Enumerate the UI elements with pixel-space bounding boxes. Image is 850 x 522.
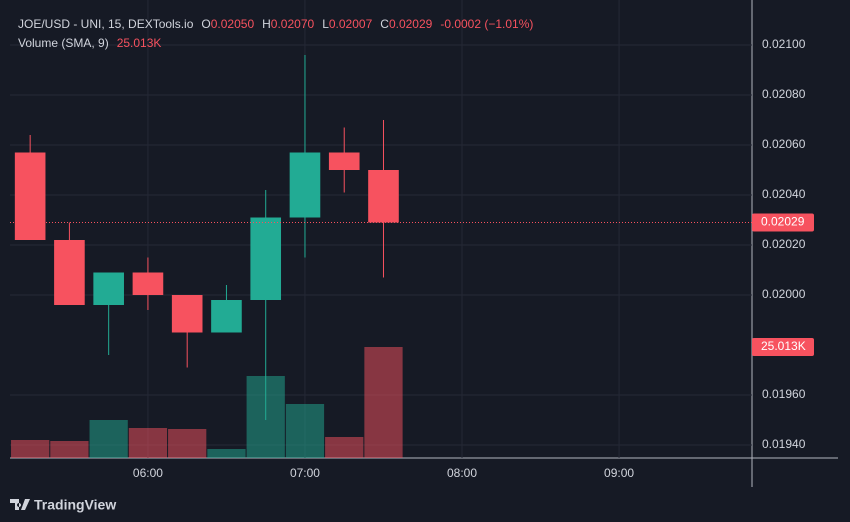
ohlc-key: C xyxy=(380,17,389,31)
candle-body xyxy=(93,272,124,305)
volume-bar xyxy=(50,441,89,458)
volume-bar xyxy=(168,429,207,458)
y-tick-label: 0.02080 xyxy=(762,87,806,101)
volume-bar xyxy=(128,428,168,458)
change: -0.0002 (−1.01%) xyxy=(440,17,533,31)
x-tick-label: 07:00 xyxy=(290,466,320,480)
brand-logo xyxy=(10,499,30,510)
candle-body xyxy=(250,217,282,300)
volume-bar xyxy=(89,420,128,458)
candle-body xyxy=(211,300,242,333)
ohlc-value: 0.02007 xyxy=(329,17,373,31)
ohlc-value: 0.02050 xyxy=(211,17,255,31)
brand-text: TradingView xyxy=(34,497,116,513)
y-tick-label: 0.01960 xyxy=(762,387,806,401)
last-price-label: 0.02029 xyxy=(761,215,805,229)
candle-body xyxy=(54,240,85,305)
candle-body xyxy=(14,152,46,240)
last-price-box xyxy=(752,213,814,232)
ohlc-key: H xyxy=(262,17,271,31)
volume-title: Volume (SMA, 9) xyxy=(18,36,109,50)
volume-sma-box xyxy=(752,338,814,356)
volume-sma: 25.013K xyxy=(117,36,162,50)
ohlc-value: 0.02070 xyxy=(271,17,315,31)
y-tick-label: 0.02020 xyxy=(762,237,806,251)
symbol: JOE/USD - UNI, 15, DEXTools.io xyxy=(18,17,194,31)
volume-sma-axis-label: 25.013K xyxy=(761,339,806,353)
candle-body xyxy=(132,272,164,295)
candle-body xyxy=(328,152,360,170)
x-tick-label: 08:00 xyxy=(447,466,477,480)
y-tick-label: 0.02100 xyxy=(762,37,806,51)
volume-bar xyxy=(11,440,50,458)
candle-body xyxy=(368,170,399,223)
x-tick-label: 09:00 xyxy=(604,466,634,480)
volume-bar xyxy=(364,347,403,458)
x-tick-label: 06:00 xyxy=(133,466,163,480)
volume-bar xyxy=(325,437,364,458)
volume-bar xyxy=(207,449,246,458)
y-tick-label: 0.02060 xyxy=(762,137,806,151)
candle-body xyxy=(289,152,321,218)
volume-bar xyxy=(285,404,325,458)
ohlc-key: L xyxy=(322,17,329,31)
candle-body xyxy=(171,295,203,333)
y-tick-label: 0.02000 xyxy=(762,287,806,301)
y-tick-label: 0.02040 xyxy=(762,187,806,201)
ohlc-value: 0.02029 xyxy=(389,17,433,31)
legend-row: JOE/USD - UNI, 15, DEXTools.io O0.02050 H0… xyxy=(18,17,533,31)
ohlc-key: O xyxy=(201,17,210,31)
volume-legend: Volume (SMA, 9) 25.013K xyxy=(18,36,161,50)
y-tick-label: 0.01940 xyxy=(762,437,806,451)
